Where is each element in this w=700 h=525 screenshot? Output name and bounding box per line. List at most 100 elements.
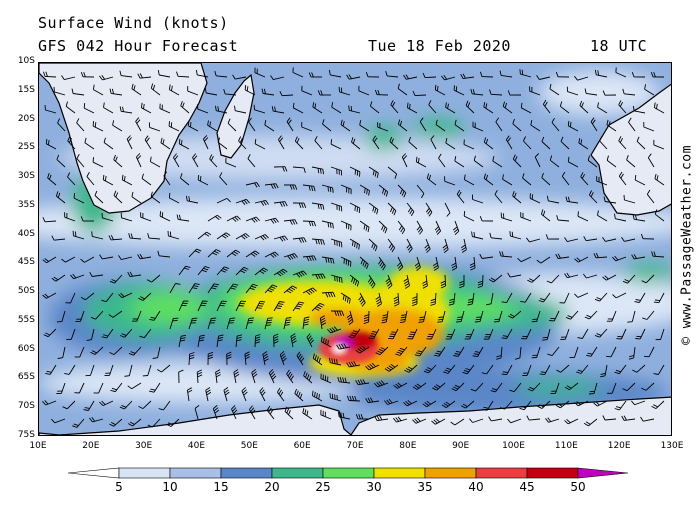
wind-barb xyxy=(577,215,589,222)
wind-barb-feather xyxy=(481,372,487,375)
wind-barb-feather xyxy=(150,388,156,391)
wind-barb-feather xyxy=(48,174,52,180)
wind-barb xyxy=(283,219,295,222)
wind-barb-feather xyxy=(288,288,294,292)
wind-barb xyxy=(416,184,425,194)
wind-barb xyxy=(292,72,304,78)
wind-barb-feather xyxy=(225,391,230,396)
wind-barb xyxy=(248,121,256,132)
wind-barb xyxy=(648,346,655,358)
wind-barb xyxy=(551,346,560,356)
wind-barb-feather xyxy=(317,239,320,245)
wind-barb xyxy=(435,124,446,132)
wind-barb-feather xyxy=(279,201,283,207)
wind-barb-feather xyxy=(595,252,599,258)
wind-barb xyxy=(192,157,199,168)
wind-barb xyxy=(180,177,190,186)
lat-label: 25S xyxy=(17,142,35,153)
wind-barb xyxy=(597,106,608,114)
wind-barb-feather xyxy=(301,202,304,208)
wind-barb xyxy=(586,238,598,242)
wind-barb-feather xyxy=(290,375,294,381)
wind-barb-feather xyxy=(426,400,432,405)
wind-barb-feather xyxy=(512,154,516,160)
wind-barb-feather xyxy=(198,339,204,342)
wind-barb-feather xyxy=(45,71,48,77)
wind-barb xyxy=(330,328,342,334)
wind-barb-feather xyxy=(270,219,275,224)
wind-barb-feather xyxy=(226,356,232,360)
wind-barb xyxy=(169,318,174,330)
wind-barb-feather xyxy=(101,75,106,80)
wind-barb-feather xyxy=(315,274,319,280)
wind-barb-feather xyxy=(289,254,294,260)
wind-barb xyxy=(141,178,152,186)
wind-barb-feather xyxy=(263,355,269,360)
wind-barb-feather xyxy=(199,176,202,182)
wind-barb-feather xyxy=(319,302,325,306)
wind-barb-feather xyxy=(425,207,430,213)
wind-barb-feather xyxy=(336,394,338,401)
wind-barb-feather xyxy=(175,283,181,285)
wind-barb-feather xyxy=(166,423,172,427)
wind-barb-feather xyxy=(205,387,211,391)
wind-barb-feather xyxy=(252,251,258,256)
wind-barb-feather xyxy=(234,105,236,111)
wind-barb-feather xyxy=(348,321,354,325)
wind-barb-feather xyxy=(312,287,317,292)
wind-barb-feather xyxy=(581,102,584,108)
wind-barb-feather xyxy=(631,400,635,405)
wind-barb-feather xyxy=(238,305,244,307)
wind-barb xyxy=(358,382,370,386)
wind-barb xyxy=(450,328,456,340)
wind-map xyxy=(38,62,672,436)
wind-barb-feather xyxy=(434,84,437,90)
wind-barb-feather xyxy=(219,172,223,178)
wind-barb-feather xyxy=(632,105,635,111)
wind-barb xyxy=(197,231,207,240)
lat-label: 50S xyxy=(17,286,35,297)
wind-barb xyxy=(330,238,342,243)
wind-barb xyxy=(130,274,142,278)
wind-barb-feather xyxy=(108,314,114,318)
wind-barb xyxy=(658,364,665,375)
wind-barb xyxy=(259,391,266,402)
wind-barb-feather xyxy=(584,88,587,94)
wind-barb xyxy=(606,124,617,132)
wind-barb xyxy=(414,94,427,97)
wind-barb-feather xyxy=(376,209,379,215)
wind-barb xyxy=(536,346,541,358)
wind-barb-feather xyxy=(83,103,86,109)
wind-barb-feather xyxy=(259,387,264,392)
wind-barb-feather xyxy=(507,90,511,96)
wind-barb-feather xyxy=(192,153,197,158)
wind-barb xyxy=(539,76,551,80)
wind-barb-feather xyxy=(409,209,413,215)
wind-barb-feather xyxy=(230,287,236,290)
wind-barb-feather xyxy=(354,242,356,248)
wind-barb xyxy=(444,274,447,287)
wind-barb xyxy=(94,195,104,204)
wind-barb xyxy=(109,364,114,376)
wind-barb xyxy=(148,237,161,240)
wind-barb xyxy=(330,397,342,402)
wind-barb xyxy=(312,358,323,366)
wind-barb-feather xyxy=(351,240,354,246)
wind-barb xyxy=(494,194,503,204)
wind-barb xyxy=(378,184,388,193)
wind-barb xyxy=(498,310,503,322)
wind-barb-feather xyxy=(174,155,179,160)
wind-barb xyxy=(555,382,560,394)
wind-barb xyxy=(464,179,475,186)
map-title: Surface Wind (knots) xyxy=(38,14,229,32)
wind-barb-feather xyxy=(422,72,426,78)
wind-barb-feather xyxy=(147,424,153,428)
lon-label: 80E xyxy=(399,441,417,451)
wind-barb-feather xyxy=(501,337,507,340)
wind-barb xyxy=(54,418,66,424)
wind-barb-feather xyxy=(527,279,533,283)
wind-barb xyxy=(577,76,589,81)
wind-barb xyxy=(378,292,382,304)
wind-barb-feather xyxy=(574,258,579,263)
wind-barb-feather xyxy=(259,270,265,274)
